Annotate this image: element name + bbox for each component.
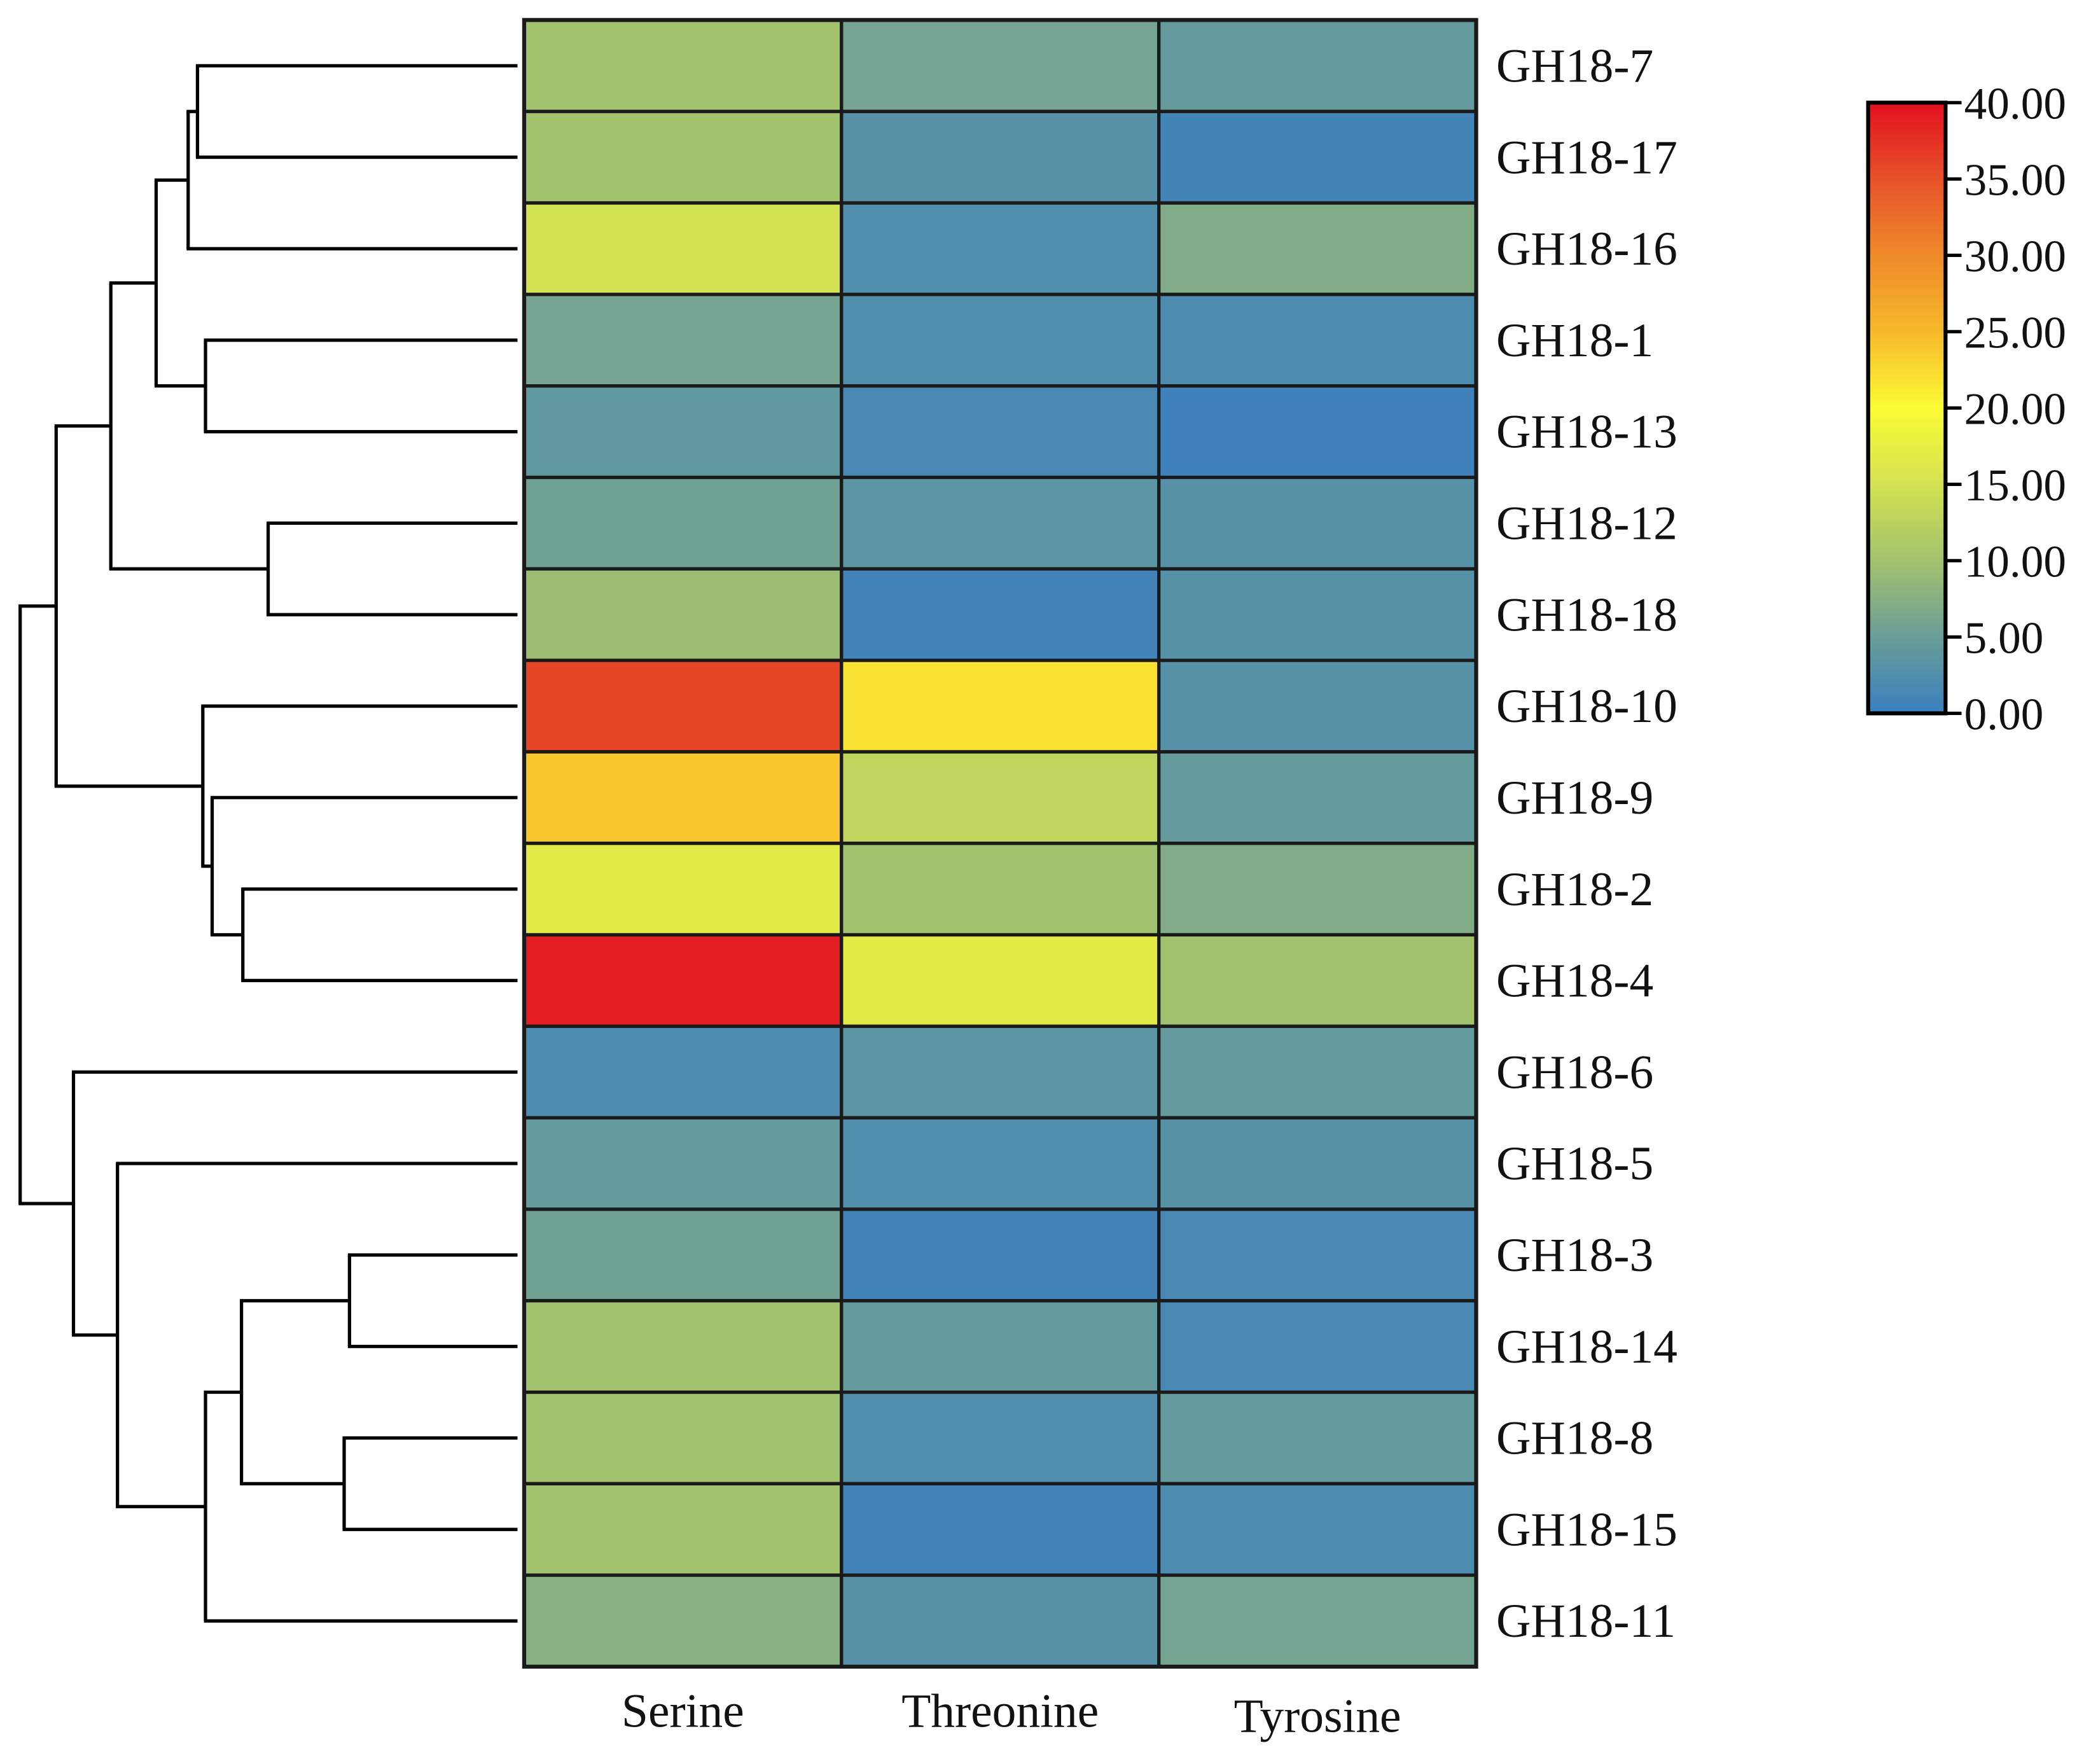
heatmap-cell-gh18-6-serine bbox=[522, 1024, 844, 1120]
heatmap-cell-gh18-1-threonine bbox=[840, 293, 1161, 388]
colorbar-tick-label: 0.00 bbox=[1964, 690, 2044, 740]
colorbar-tick-label: 35.00 bbox=[1964, 155, 2066, 205]
heatmap-cell-gh18-12-serine bbox=[522, 475, 844, 571]
heatmap-cell-gh18-11-tyrosine bbox=[1157, 1573, 1478, 1669]
heatmap-cell-gh18-14-serine bbox=[522, 1299, 844, 1394]
heatmap-cell-gh18-15-serine bbox=[522, 1482, 844, 1577]
row-label: GH18-11 bbox=[1496, 1595, 1676, 1648]
colorbar-gradient bbox=[1866, 101, 1948, 716]
heatmap-cell-gh18-18-serine bbox=[522, 567, 844, 662]
row-label: GH18-10 bbox=[1496, 680, 1678, 733]
heatmap-cell-gh18-10-threonine bbox=[840, 658, 1161, 754]
colorbar-tick-label: 5.00 bbox=[1964, 613, 2044, 663]
heatmap-cell-gh18-7-threonine bbox=[840, 18, 1161, 113]
colorbar-tick-label: 25.00 bbox=[1964, 308, 2066, 358]
heatmap-cell-gh18-15-threonine bbox=[840, 1482, 1161, 1577]
heatmap-cell-gh18-8-threonine bbox=[840, 1390, 1161, 1485]
heatmap-cell-gh18-4-threonine bbox=[840, 933, 1161, 1028]
heatmap-border bbox=[522, 18, 1478, 1669]
heatmap-cell-gh18-16-serine bbox=[522, 201, 844, 296]
row-dendrogram bbox=[18, 64, 518, 1623]
heatmap-cell-gh18-1-tyrosine bbox=[1157, 293, 1478, 388]
heatmap-cell-gh18-17-serine bbox=[522, 109, 844, 205]
column-label: Serine bbox=[622, 1684, 744, 1737]
heatmap-cell-gh18-17-threonine bbox=[840, 109, 1161, 205]
row-label: GH18-7 bbox=[1496, 39, 1653, 92]
heatmap-cell-gh18-18-threonine bbox=[840, 567, 1161, 662]
heatmap-cell-gh18-2-threonine bbox=[840, 842, 1161, 937]
heatmap-cell-gh18-6-threonine bbox=[840, 1024, 1161, 1120]
colorbar-tick-label: 30.00 bbox=[1964, 232, 2066, 282]
row-label: GH18-1 bbox=[1496, 314, 1653, 367]
heatmap-cell-gh18-18-tyrosine bbox=[1157, 567, 1478, 662]
heatmap-cell-gh18-14-threonine bbox=[840, 1299, 1161, 1394]
row-label: GH18-9 bbox=[1496, 772, 1653, 824]
heatmap-cell-gh18-11-serine bbox=[522, 1573, 844, 1669]
row-label: GH18-13 bbox=[1496, 406, 1678, 459]
heatmap-cell-gh18-16-threonine bbox=[840, 201, 1161, 296]
heatmap-cell-gh18-9-serine bbox=[522, 750, 844, 845]
column-label: Tyrosine bbox=[1234, 1690, 1401, 1743]
heatmap-cell-gh18-12-threonine bbox=[840, 475, 1161, 571]
heatmap-cell-gh18-5-threonine bbox=[840, 1116, 1161, 1211]
heatmap-cell-gh18-5-serine bbox=[522, 1116, 844, 1211]
heatmap-cell-gh18-8-serine bbox=[522, 1390, 844, 1485]
column-labels: Serine Threonine Tyrosine bbox=[622, 1684, 1401, 1742]
row-label: GH18-4 bbox=[1496, 955, 1653, 1008]
row-label: GH18-18 bbox=[1496, 588, 1678, 641]
colorbar-tick-label: 15.00 bbox=[1964, 461, 2066, 511]
row-label: GH18-2 bbox=[1496, 863, 1653, 916]
row-label: GH18-15 bbox=[1496, 1503, 1678, 1556]
heatmap-cell-gh18-2-serine bbox=[522, 842, 844, 937]
heatmap-cell-gh18-6-tyrosine bbox=[1157, 1024, 1478, 1120]
colorbar-tick-label: 40.00 bbox=[1964, 79, 2066, 129]
heatmap-cell-gh18-13-serine bbox=[522, 384, 844, 480]
heatmap-cell-gh18-17-tyrosine bbox=[1157, 109, 1478, 205]
heatmap-cell-gh18-1-serine bbox=[522, 293, 844, 388]
heatmap-cell-gh18-9-threonine bbox=[840, 750, 1161, 845]
heatmap-cell-gh18-5-tyrosine bbox=[1157, 1116, 1478, 1211]
heatmap-cell-gh18-14-tyrosine bbox=[1157, 1299, 1478, 1394]
heatmap-cells bbox=[522, 18, 1478, 1669]
heatmap-cell-gh18-12-tyrosine bbox=[1157, 475, 1478, 571]
row-label: GH18-12 bbox=[1496, 497, 1678, 550]
heatmap-cell-gh18-11-threonine bbox=[840, 1573, 1161, 1669]
heatmap-cell-gh18-16-tyrosine bbox=[1157, 201, 1478, 296]
heatmap-cell-gh18-3-tyrosine bbox=[1157, 1207, 1478, 1303]
heatmap-cell-gh18-7-serine bbox=[522, 18, 844, 113]
row-label: GH18-16 bbox=[1496, 223, 1678, 275]
row-label: GH18-8 bbox=[1496, 1412, 1653, 1465]
colorbar-tick-label: 10.00 bbox=[1964, 537, 2066, 587]
heatmap-cell-gh18-10-tyrosine bbox=[1157, 658, 1478, 754]
row-label: GH18-17 bbox=[1496, 131, 1678, 184]
heatmap-cell-gh18-8-tyrosine bbox=[1157, 1390, 1478, 1485]
heatmap-cell-gh18-3-serine bbox=[522, 1207, 844, 1303]
heatmap-cell-gh18-10-serine bbox=[522, 658, 844, 754]
heatmap-cell-gh18-3-threonine bbox=[840, 1207, 1161, 1303]
heatmap-cell-gh18-4-tyrosine bbox=[1157, 933, 1478, 1028]
column-label: Threonine bbox=[901, 1684, 1099, 1737]
heatmap-cell-gh18-13-threonine bbox=[840, 384, 1161, 480]
row-label: GH18-6 bbox=[1496, 1046, 1653, 1099]
colorbar-tick-label: 20.00 bbox=[1964, 384, 2066, 434]
heatmap-cell-gh18-15-tyrosine bbox=[1157, 1482, 1478, 1577]
heatmap-cell-gh18-7-tyrosine bbox=[1157, 18, 1478, 113]
colorbar: 40.00 35.00 30.00 25.00 20.00 15.00 10.00 5.00 0… bbox=[1866, 79, 2066, 740]
heatmap-cell-gh18-2-tyrosine bbox=[1157, 842, 1478, 937]
heatmap-cell-gh18-13-tyrosine bbox=[1157, 384, 1478, 480]
heatmap-cell-gh18-4-serine bbox=[522, 933, 844, 1028]
row-label: GH18-3 bbox=[1496, 1229, 1653, 1282]
row-label: GH18-14 bbox=[1496, 1321, 1678, 1373]
row-label: GH18-5 bbox=[1496, 1137, 1653, 1190]
heatmap-cell-gh18-9-tyrosine bbox=[1157, 750, 1478, 845]
row-labels: GH18-7 GH18-17 GH18-16 GH18-1 GH18-13 GH18-12… bbox=[1496, 39, 1678, 1648]
